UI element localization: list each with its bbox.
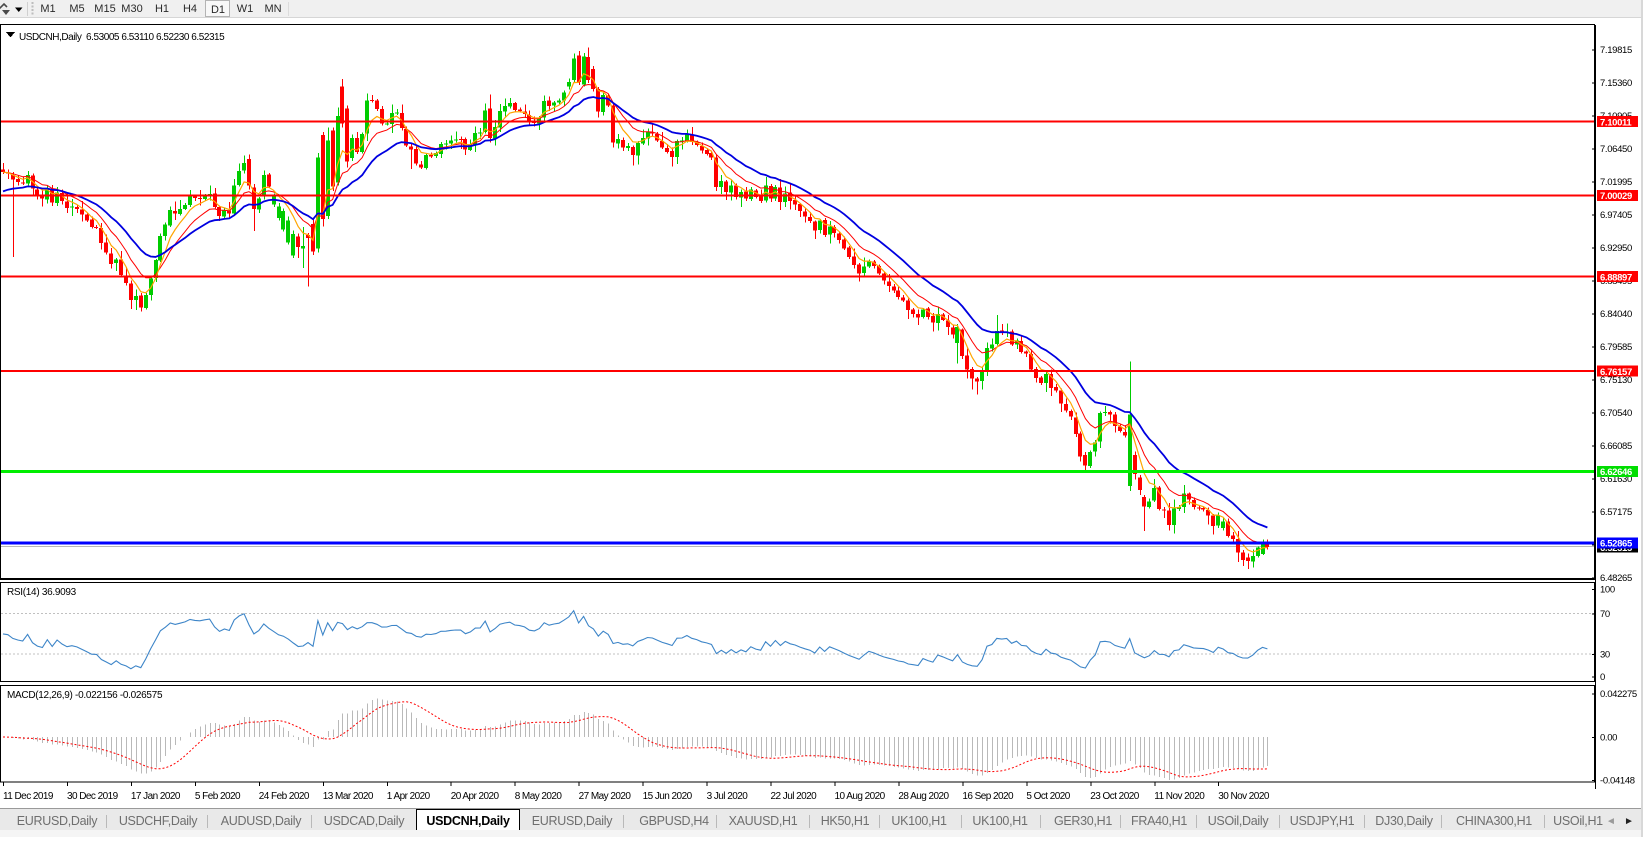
- svg-text:30 Nov 2020: 30 Nov 2020: [1218, 791, 1270, 802]
- svg-text:13 Mar 2020: 13 Mar 2020: [323, 791, 374, 802]
- svg-text:0.042275: 0.042275: [1600, 689, 1637, 700]
- svg-text:6.62646: 6.62646: [1600, 467, 1632, 478]
- svg-text:24 Feb 2020: 24 Feb 2020: [259, 791, 310, 802]
- svg-text:6.79585: 6.79585: [1600, 342, 1632, 353]
- svg-text:28 Aug 2020: 28 Aug 2020: [898, 791, 949, 802]
- svg-text:6.84040: 6.84040: [1600, 309, 1632, 320]
- svg-text:23 Oct 2020: 23 Oct 2020: [1090, 791, 1139, 802]
- svg-text:3 Jul 2020: 3 Jul 2020: [707, 791, 749, 802]
- svg-text:7.19815: 7.19815: [1600, 45, 1632, 56]
- svg-text:0: 0: [1600, 672, 1605, 683]
- svg-text:16 Sep 2020: 16 Sep 2020: [962, 791, 1014, 802]
- svg-text:RSI(14) 36.9093: RSI(14) 36.9093: [7, 587, 77, 598]
- svg-text:7.06450: 7.06450: [1600, 144, 1632, 155]
- svg-text:6.70540: 6.70540: [1600, 408, 1632, 419]
- svg-text:7.15360: 7.15360: [1600, 78, 1632, 89]
- svg-text:100: 100: [1600, 585, 1615, 596]
- svg-text:22 Jul 2020: 22 Jul 2020: [771, 791, 818, 802]
- svg-text:17 Jan 2020: 17 Jan 2020: [131, 791, 181, 802]
- svg-text:-0.04148: -0.04148: [1600, 776, 1635, 787]
- svg-text:15 Jun 2020: 15 Jun 2020: [643, 791, 693, 802]
- svg-text:30 Dec 2019: 30 Dec 2019: [67, 791, 119, 802]
- svg-text:27 May 2020: 27 May 2020: [579, 791, 632, 802]
- svg-text:MACD(12,26,9) -0.022156 -0.026: MACD(12,26,9) -0.022156 -0.026575: [7, 690, 163, 701]
- svg-text:6.52865: 6.52865: [1600, 539, 1633, 550]
- svg-text:6.48265: 6.48265: [1600, 573, 1632, 584]
- svg-text:5 Oct 2020: 5 Oct 2020: [1026, 791, 1070, 802]
- svg-text:7.01995: 7.01995: [1600, 177, 1632, 188]
- svg-text:6.61630: 6.61630: [1600, 474, 1632, 485]
- svg-text:6.57175: 6.57175: [1600, 507, 1632, 518]
- svg-text:7.00029: 7.00029: [1600, 191, 1632, 202]
- svg-text:10 Aug 2020: 10 Aug 2020: [835, 791, 886, 802]
- svg-text:0.00: 0.00: [1600, 733, 1617, 744]
- svg-text:6.76157: 6.76157: [1600, 367, 1632, 378]
- svg-text:6.97405: 6.97405: [1600, 210, 1632, 221]
- svg-text:6.75130: 6.75130: [1600, 375, 1632, 386]
- svg-text:6.66085: 6.66085: [1600, 441, 1632, 452]
- svg-text:20 Apr 2020: 20 Apr 2020: [451, 791, 500, 802]
- svg-text:11 Nov 2020: 11 Nov 2020: [1154, 791, 1205, 802]
- svg-text:5 Feb 2020: 5 Feb 2020: [195, 791, 241, 802]
- svg-text:1 Apr 2020: 1 Apr 2020: [387, 791, 431, 802]
- svg-text:6.88897: 6.88897: [1600, 272, 1632, 283]
- svg-text:6.92950: 6.92950: [1600, 243, 1632, 254]
- svg-text:30: 30: [1600, 650, 1610, 661]
- svg-text:USDCNH,Daily 6.53005 6.53110: USDCNH,Daily 6.53005 6.53110 6.52230 6.5…: [19, 32, 225, 43]
- svg-text:11 Dec 2019: 11 Dec 2019: [3, 791, 54, 802]
- svg-text:70: 70: [1600, 609, 1610, 620]
- svg-text:7.10011: 7.10011: [1600, 117, 1632, 128]
- svg-text:8 May 2020: 8 May 2020: [515, 791, 563, 802]
